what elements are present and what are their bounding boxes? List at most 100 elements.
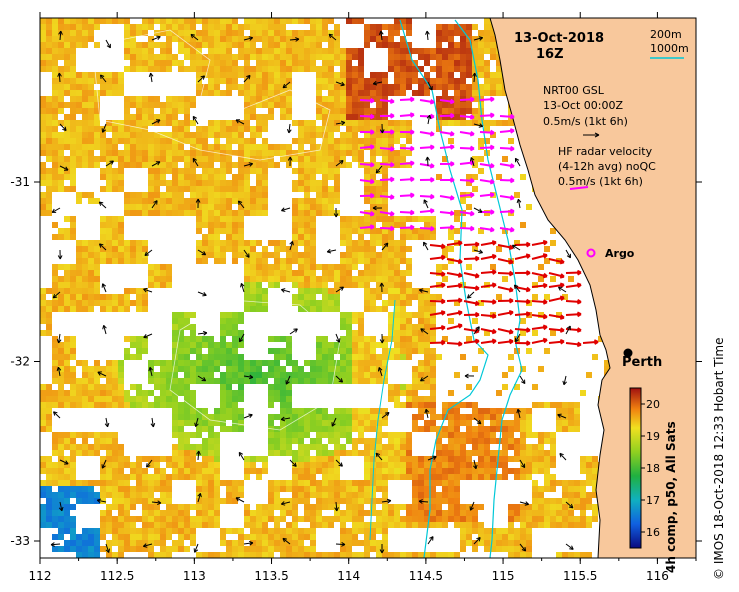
radar-velocity-arrow bbox=[480, 338, 497, 345]
model-velocity-arrow bbox=[381, 411, 390, 419]
gsl-velocity-arrow bbox=[379, 98, 395, 105]
model-velocity-arrow bbox=[101, 459, 107, 469]
model-velocity-arrow bbox=[151, 119, 161, 125]
credit-text: © IMOS 18-Oct-2018 12:33 Hobart Time bbox=[712, 337, 726, 580]
radar-velocity-arrow bbox=[514, 286, 531, 293]
model-velocity-arrow bbox=[335, 120, 346, 126]
x-tick-label: 116 bbox=[646, 569, 669, 583]
gsl-velocity-arrow bbox=[499, 208, 515, 215]
model-velocity-arrow bbox=[105, 39, 111, 49]
x-tick-label: 115.5 bbox=[563, 569, 597, 583]
y-tick-label: -33 bbox=[10, 534, 30, 548]
gsl-velocity-arrow bbox=[419, 144, 435, 151]
radar-velocity-arrow bbox=[497, 328, 514, 335]
radar-legend-arrow bbox=[569, 186, 589, 190]
model-velocity-arrow bbox=[57, 249, 63, 260]
radar-velocity-arrow bbox=[480, 269, 497, 275]
radar-velocity-arrow bbox=[463, 241, 480, 248]
gsl-velocity-arrow bbox=[359, 224, 375, 230]
gsl-velocity-arrow bbox=[499, 113, 515, 120]
model-velocity-arrow bbox=[239, 333, 245, 343]
radar-velocity-arrow bbox=[514, 298, 531, 305]
model-velocity-arrow bbox=[425, 156, 431, 167]
model-velocity-arrow bbox=[335, 459, 343, 467]
gsl-velocity-arrow bbox=[359, 211, 375, 217]
model-velocity-arrow bbox=[53, 411, 61, 419]
x-tick-label: 115 bbox=[492, 569, 515, 583]
model-velocity-arrow bbox=[197, 330, 208, 336]
model-velocity-arrow bbox=[150, 417, 156, 428]
model-velocity-arrow bbox=[151, 500, 162, 506]
radar-velocity-arrow bbox=[480, 328, 497, 335]
model-velocity-arrow bbox=[243, 162, 254, 167]
model-velocity-arrow bbox=[418, 499, 429, 504]
model-velocity-arrow bbox=[381, 498, 392, 504]
radar-velocity-arrow bbox=[531, 299, 548, 305]
model-velocity-arrow bbox=[511, 244, 521, 251]
model-velocity-arrow bbox=[59, 165, 69, 171]
model-velocity-arrow bbox=[101, 283, 107, 293]
model-velocity-arrow bbox=[151, 161, 161, 167]
argo-marker bbox=[586, 248, 596, 258]
model-velocity-arrow bbox=[466, 291, 475, 299]
radar-velocity-arrow bbox=[480, 282, 497, 288]
gsl-velocity-arrow bbox=[479, 112, 495, 119]
radar-velocity-arrow bbox=[446, 282, 463, 289]
model-velocity-arrow bbox=[99, 74, 107, 83]
model-velocity-arrow bbox=[420, 375, 429, 382]
radar-velocity-arrow bbox=[514, 311, 531, 317]
radar-velocity-arrow bbox=[446, 297, 463, 304]
gsl-velocity-arrow bbox=[419, 208, 435, 214]
model-velocity-arrow bbox=[144, 249, 153, 257]
gsl-velocity-arrow bbox=[359, 192, 375, 199]
colorbar-tick-label: 16 bbox=[646, 526, 660, 539]
model-velocity-arrow bbox=[469, 501, 475, 511]
model-velocity-arrow bbox=[282, 81, 291, 89]
radar-velocity-arrow bbox=[446, 258, 463, 265]
gsl-velocity-arrow bbox=[499, 145, 515, 152]
model-velocity-arrow bbox=[335, 542, 346, 547]
gsl-legend-arrowhead bbox=[594, 132, 600, 138]
model-velocity-arrow bbox=[51, 207, 61, 213]
radar-velocity-arrow bbox=[531, 239, 548, 246]
model-velocity-arrow bbox=[335, 375, 344, 383]
model-velocity-arrow bbox=[142, 543, 153, 548]
gsl-velocity-arrow bbox=[359, 161, 375, 168]
model-velocity-arrow bbox=[427, 455, 437, 461]
model-velocity-arrow bbox=[473, 537, 481, 545]
radar-velocity-arrow bbox=[429, 339, 446, 346]
radar-velocity-arrow bbox=[463, 272, 480, 279]
model-velocity-arrow bbox=[280, 501, 291, 506]
model-velocity-arrow bbox=[101, 123, 107, 133]
gsl-legend-line2: 13-Oct 00:00Z bbox=[543, 99, 623, 112]
land-mass bbox=[489, 18, 696, 558]
model-velocity-arrow bbox=[473, 417, 482, 425]
isobath-1000m bbox=[399, 19, 489, 558]
model-velocity-arrow bbox=[335, 159, 344, 167]
model-velocity-arrow bbox=[240, 283, 245, 293]
model-velocity-arrow bbox=[423, 241, 429, 251]
plot-frame bbox=[39, 17, 697, 559]
colorbar-ticks: 20 19 18 17 16 bbox=[641, 398, 660, 539]
colorbar-label: 4h comp, p50, All Sats bbox=[664, 421, 678, 573]
gsl-velocity-arrow bbox=[419, 131, 435, 137]
gsl-velocity-arrow bbox=[479, 129, 495, 136]
gsl-velocity-arrow bbox=[479, 96, 495, 103]
gsl-velocity-arrow bbox=[379, 176, 395, 183]
model-velocity-arrow bbox=[151, 200, 158, 209]
gsl-velocity-arrow bbox=[419, 99, 435, 105]
model-velocity-arrow bbox=[285, 375, 291, 385]
gsl-legend-line1: NRT00 GSL bbox=[543, 84, 605, 97]
radar-velocity-arrow bbox=[497, 286, 514, 293]
model-velocity-arrow bbox=[56, 366, 62, 377]
model-velocity-arrow bbox=[59, 123, 67, 132]
model-velocity-arrow bbox=[335, 333, 341, 343]
model-velocity-arrow bbox=[375, 165, 383, 174]
gsl-velocity-arrow bbox=[439, 112, 455, 119]
radar-velocity-arrow bbox=[497, 338, 514, 345]
model-velocity-arrow bbox=[289, 328, 298, 335]
radar-velocity-arrow bbox=[446, 341, 463, 347]
radar-velocity-arrow bbox=[531, 324, 548, 331]
model-velocity-arrow bbox=[565, 543, 574, 550]
gsl-velocity-arrow bbox=[399, 176, 415, 183]
